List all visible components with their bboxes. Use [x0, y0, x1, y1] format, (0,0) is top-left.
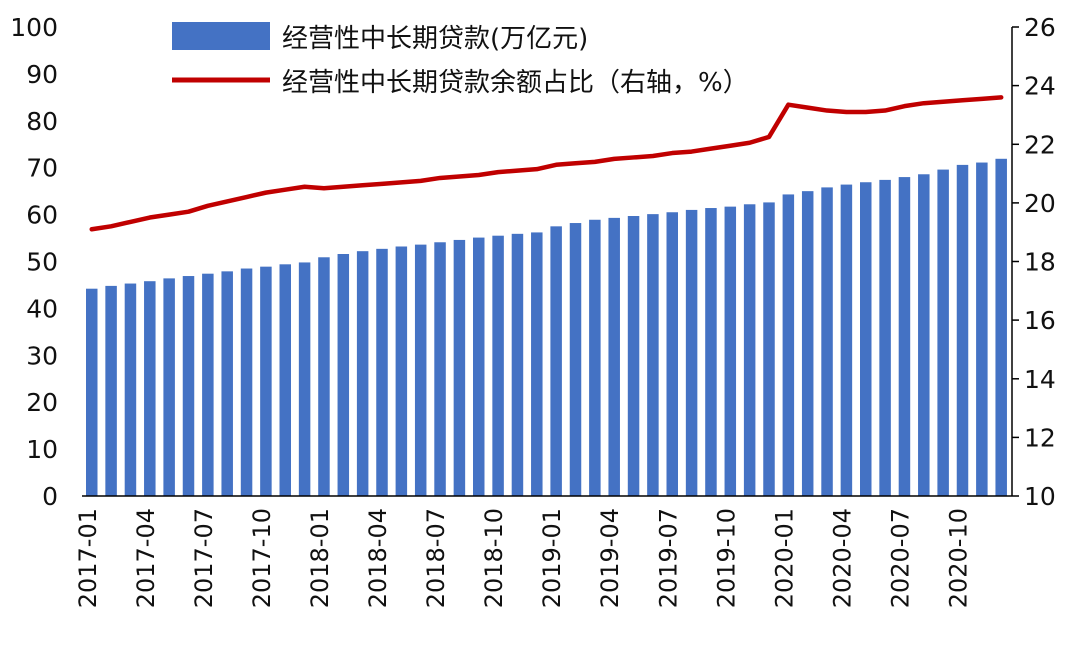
line-path [89, 95, 1004, 232]
bar [318, 257, 330, 496]
right-tick-label: 12 [1024, 423, 1056, 452]
bar [395, 246, 408, 496]
left-tick-label: 50 [26, 248, 58, 277]
bar [608, 217, 620, 496]
x-tick-label: 2019-04 [596, 508, 624, 608]
left-tick-label: 20 [26, 388, 58, 417]
bar [453, 239, 466, 496]
bar [918, 174, 930, 496]
bar [666, 212, 678, 496]
x-tick-label: 2018-07 [422, 508, 450, 608]
right-tick-label: 16 [1024, 306, 1056, 335]
left-tick-label: 100 [10, 13, 58, 42]
left-tick-label: 40 [26, 294, 58, 323]
x-tick-label: 2018-10 [480, 508, 508, 608]
bar [434, 242, 446, 496]
right-tick-label: 24 [1024, 72, 1056, 101]
x-tick-label: 2017-01 [74, 508, 102, 608]
bar [511, 233, 524, 496]
x-tick-label: 2020-01 [770, 508, 798, 608]
bar [337, 254, 350, 496]
x-tick-label: 2020-04 [828, 508, 856, 608]
left-tick-label: 80 [26, 107, 58, 136]
bar [627, 216, 640, 496]
axes: 0 10 20 30 40 50 60 70 80 90 100 10 12 14 16 18 20 22 24 26… [10, 13, 1056, 608]
bar [589, 219, 601, 496]
bar [492, 235, 504, 496]
bar [685, 209, 698, 496]
legend-line-label: 经营性中长期贷款余额占比（右轴，%） [282, 68, 749, 98]
x-tick-label: 2018-04 [364, 508, 392, 608]
left-tick-label: 70 [26, 154, 58, 183]
bar [840, 184, 853, 496]
bar [879, 179, 891, 496]
bar [221, 271, 233, 496]
bar [821, 187, 833, 496]
bar [724, 206, 737, 496]
bar [182, 276, 195, 496]
bar [801, 191, 814, 496]
bar [782, 194, 795, 496]
legend: 经营性中长期贷款(万亿元) 经营性中长期贷款余额占比（右轴，%） [172, 22, 749, 98]
bar [860, 182, 872, 497]
bar [124, 283, 137, 496]
right-tick-label: 26 [1024, 13, 1056, 42]
right-tick-label: 10 [1024, 482, 1056, 511]
bar [298, 262, 311, 496]
bar [163, 278, 175, 496]
x-tick-label: 2020-10 [945, 508, 973, 608]
left-tick-label: 90 [26, 60, 58, 89]
legend-bar-label: 经营性中长期贷款(万亿元) [282, 24, 588, 54]
bar [86, 288, 98, 496]
x-tick-label: 2020-07 [887, 508, 915, 608]
bar [647, 214, 659, 496]
bar [376, 248, 388, 496]
x-tick-label: 2019-01 [538, 508, 566, 608]
bar [473, 237, 485, 496]
bar [705, 208, 717, 496]
bar [240, 268, 253, 496]
bar [976, 162, 988, 497]
x-tick-label: 2019-07 [654, 508, 682, 608]
bar [144, 281, 156, 496]
bar [956, 164, 969, 496]
x-tick-label: 2018-01 [306, 508, 334, 608]
right-tick-label: 14 [1024, 365, 1056, 394]
x-tick-label: 2019-10 [712, 508, 740, 608]
x-tick-label: 2017-07 [190, 508, 218, 608]
left-tick-label: 60 [26, 201, 58, 230]
bar [937, 169, 949, 496]
line-series [89, 95, 1004, 232]
legend-bar-swatch [172, 22, 270, 50]
bar [743, 204, 756, 496]
left-tick-label: 30 [26, 341, 58, 370]
right-tick-label: 22 [1024, 130, 1056, 159]
left-tick-label: 0 [42, 482, 58, 511]
bar [279, 264, 291, 496]
x-tick-label: 2017-04 [132, 508, 160, 608]
bar [569, 223, 582, 497]
bar [550, 226, 562, 496]
bar [414, 244, 427, 496]
bar [763, 202, 775, 496]
bar [202, 273, 214, 496]
bar [531, 232, 543, 497]
bar [260, 266, 272, 496]
bar [356, 251, 369, 496]
bar [105, 285, 117, 496]
x-tick-label: 2017-10 [248, 508, 276, 608]
bar [898, 177, 911, 496]
left-tick-label: 10 [26, 435, 58, 464]
bar [995, 158, 1007, 497]
bar-series [86, 158, 1007, 497]
right-tick-label: 18 [1024, 248, 1056, 277]
right-tick-label: 20 [1024, 189, 1056, 218]
